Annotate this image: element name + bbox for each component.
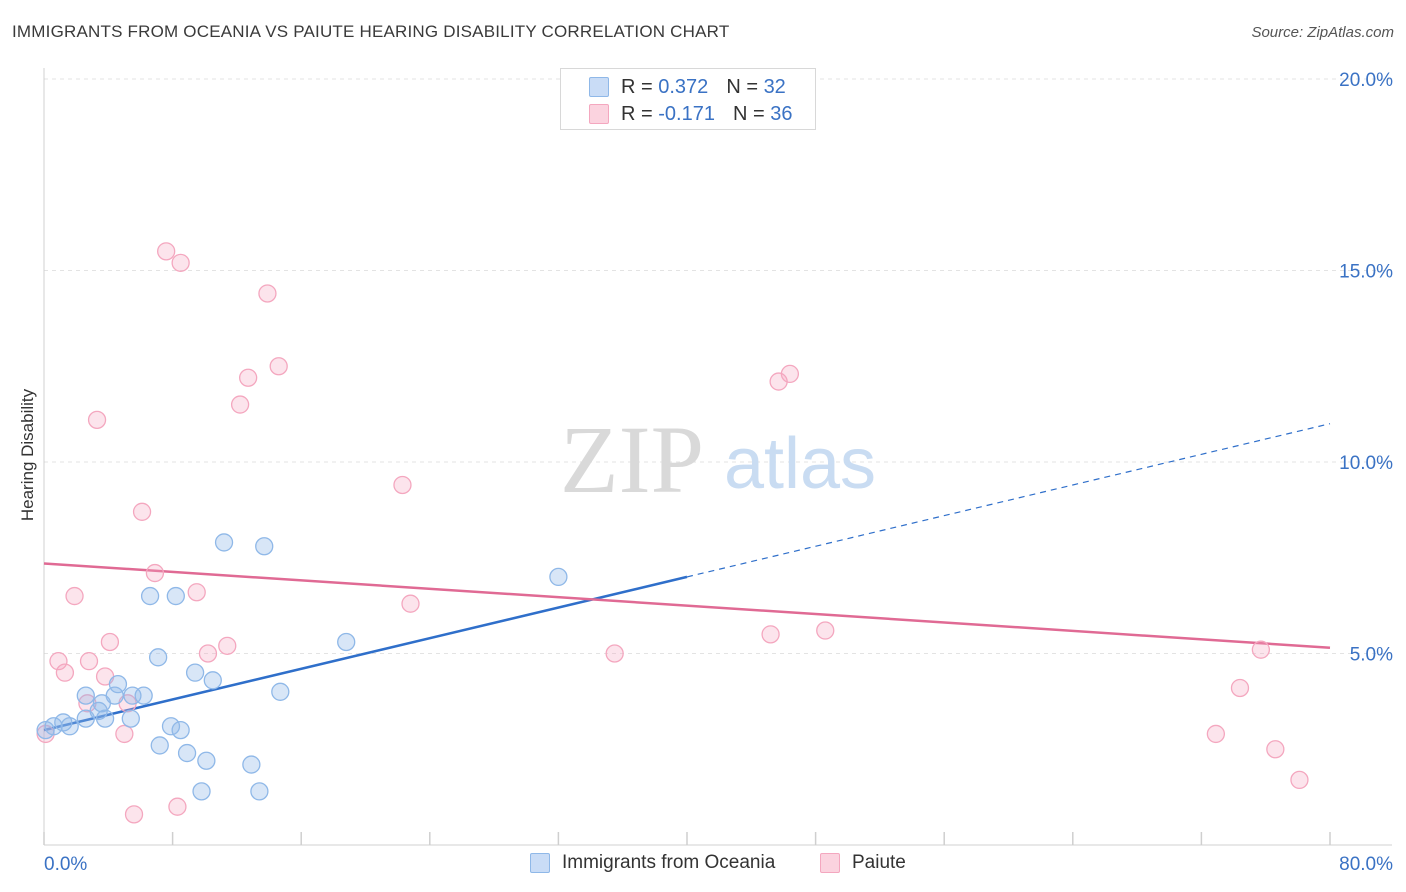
point-paiute <box>55 663 75 682</box>
point-oceania <box>337 632 356 652</box>
point-paiute <box>239 368 258 387</box>
point-paiute <box>145 563 165 583</box>
point-paiute <box>816 621 835 640</box>
point-paiute <box>168 797 187 816</box>
axes <box>43 68 1392 846</box>
y-tick-label: 20.0% <box>1339 70 1393 91</box>
point-paiute <box>132 502 152 521</box>
tick-labels: 5.0% 10.0% 15.0% 20.0% 0.0% 80.0% <box>44 70 1393 875</box>
r-value: 0.372 <box>658 75 709 98</box>
point-paiute <box>761 625 780 644</box>
point-oceania <box>177 743 197 763</box>
x-tick-label-min: 0.0% <box>44 854 87 875</box>
point-paiute <box>1290 770 1309 790</box>
point-oceania <box>242 755 261 774</box>
point-paiute <box>171 253 190 272</box>
point-oceania <box>76 686 95 705</box>
point-paiute <box>124 805 144 824</box>
n-value: 32 <box>763 75 786 98</box>
y-tick-label: 10.0% <box>1339 453 1393 474</box>
stats-legend: R = 0.372 N = 32 R = -0.171 N = 36 <box>560 68 816 130</box>
point-oceania <box>549 567 568 587</box>
y-tick-label: 15.0% <box>1339 262 1393 283</box>
point-paiute <box>230 395 250 414</box>
point-paiute <box>100 632 120 652</box>
point-oceania <box>171 720 190 740</box>
trend-line-paiute <box>43 562 1331 650</box>
point-oceania <box>95 709 115 728</box>
point-oceania <box>271 682 290 701</box>
point-oceania <box>150 736 169 755</box>
chart-source: Source: ZipAtlas.com <box>1251 24 1394 41</box>
stats-row-paiute: R = -0.171 N = 36 <box>589 102 792 126</box>
legend-label: Immigrants from Oceania <box>562 852 776 873</box>
watermark-zip: ZIP <box>560 406 704 513</box>
trend-lines <box>43 423 1331 732</box>
gridlines <box>44 78 1392 654</box>
oceania-legend-swatch <box>530 853 550 873</box>
x-tick-label-max: 80.0% <box>1339 854 1393 875</box>
watermark: ZIP atlas <box>560 406 876 513</box>
point-oceania <box>148 648 168 667</box>
point-paiute <box>1230 678 1250 698</box>
point-oceania <box>214 533 234 552</box>
watermark-atlas: atlas <box>724 424 876 504</box>
point-paiute <box>198 644 218 663</box>
point-oceania <box>250 782 269 801</box>
point-oceania <box>185 663 205 682</box>
legend-item-paiute[interactable]: Paiute <box>820 852 906 874</box>
point-paiute <box>269 357 288 376</box>
point-paiute <box>1266 740 1285 759</box>
n-label: N = <box>732 102 765 125</box>
point-paiute <box>605 644 624 663</box>
trend-line-oceania <box>43 575 688 732</box>
oceania-swatch <box>589 77 609 97</box>
legend-item-oceania[interactable]: Immigrants from Oceania <box>530 852 775 874</box>
paiute-legend-swatch <box>820 853 840 873</box>
n-label: N = <box>726 75 758 98</box>
point-oceania <box>161 717 181 736</box>
point-paiute <box>115 724 134 744</box>
point-oceania <box>108 674 128 694</box>
point-oceania <box>134 686 153 705</box>
series-legend: Immigrants from Oceania Paiute <box>0 852 1406 878</box>
point-paiute <box>65 586 84 606</box>
point-paiute <box>1206 724 1226 744</box>
r-value: -0.171 <box>658 102 715 125</box>
point-oceania <box>255 537 274 556</box>
point-paiute <box>393 475 412 495</box>
point-paiute <box>157 242 176 261</box>
point-oceania <box>166 586 185 606</box>
point-paiute <box>79 652 99 671</box>
y-tick-label: 5.0% <box>1350 645 1393 666</box>
point-paiute <box>258 284 277 303</box>
stats-row-oceania: R = 0.372 N = 32 <box>589 75 786 99</box>
point-paiute <box>780 364 800 384</box>
point-paiute <box>1251 640 1271 659</box>
legend-label: Paiute <box>852 852 906 873</box>
point-paiute <box>49 652 68 671</box>
data-points <box>36 242 1309 824</box>
point-oceania <box>60 717 79 736</box>
point-oceania <box>203 671 222 690</box>
point-paiute <box>187 583 206 602</box>
point-paiute <box>87 410 107 430</box>
n-value: 36 <box>770 102 793 125</box>
point-oceania <box>140 586 160 606</box>
chart-title: IMMIGRANTS FROM OCEANIA VS PAIUTE HEARIN… <box>12 22 730 41</box>
point-oceania <box>197 751 216 770</box>
r-label: R = <box>621 75 653 98</box>
trend-line-oceania-extension <box>686 423 1331 578</box>
paiute-swatch <box>589 104 609 124</box>
point-oceania <box>44 717 63 736</box>
r-label: R = <box>621 102 653 125</box>
point-oceania <box>192 782 211 801</box>
point-paiute <box>401 594 420 613</box>
point-oceania <box>121 709 140 728</box>
point-oceania <box>105 686 124 705</box>
point-paiute <box>218 636 237 655</box>
